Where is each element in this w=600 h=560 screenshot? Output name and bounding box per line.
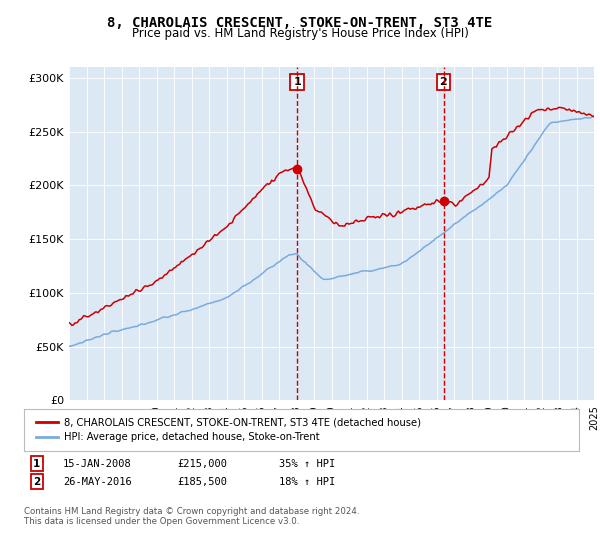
Text: 18% ↑ HPI: 18% ↑ HPI	[279, 477, 335, 487]
Text: 35% ↑ HPI: 35% ↑ HPI	[279, 459, 335, 469]
Text: 26-MAY-2016: 26-MAY-2016	[63, 477, 132, 487]
Text: 1: 1	[33, 459, 40, 469]
Text: Price paid vs. HM Land Registry's House Price Index (HPI): Price paid vs. HM Land Registry's House …	[131, 27, 469, 40]
Text: 1: 1	[293, 77, 301, 87]
Text: 15-JAN-2008: 15-JAN-2008	[63, 459, 132, 469]
Text: £185,500: £185,500	[177, 477, 227, 487]
Text: 2: 2	[440, 77, 448, 87]
Text: £215,000: £215,000	[177, 459, 227, 469]
Text: Contains HM Land Registry data © Crown copyright and database right 2024.
This d: Contains HM Land Registry data © Crown c…	[24, 507, 359, 526]
Text: 2: 2	[33, 477, 40, 487]
Legend: 8, CHAROLAIS CRESCENT, STOKE-ON-TRENT, ST3 4TE (detached house), HPI: Average pr: 8, CHAROLAIS CRESCENT, STOKE-ON-TRENT, S…	[32, 413, 425, 446]
Text: 8, CHAROLAIS CRESCENT, STOKE-ON-TRENT, ST3 4TE: 8, CHAROLAIS CRESCENT, STOKE-ON-TRENT, S…	[107, 16, 493, 30]
